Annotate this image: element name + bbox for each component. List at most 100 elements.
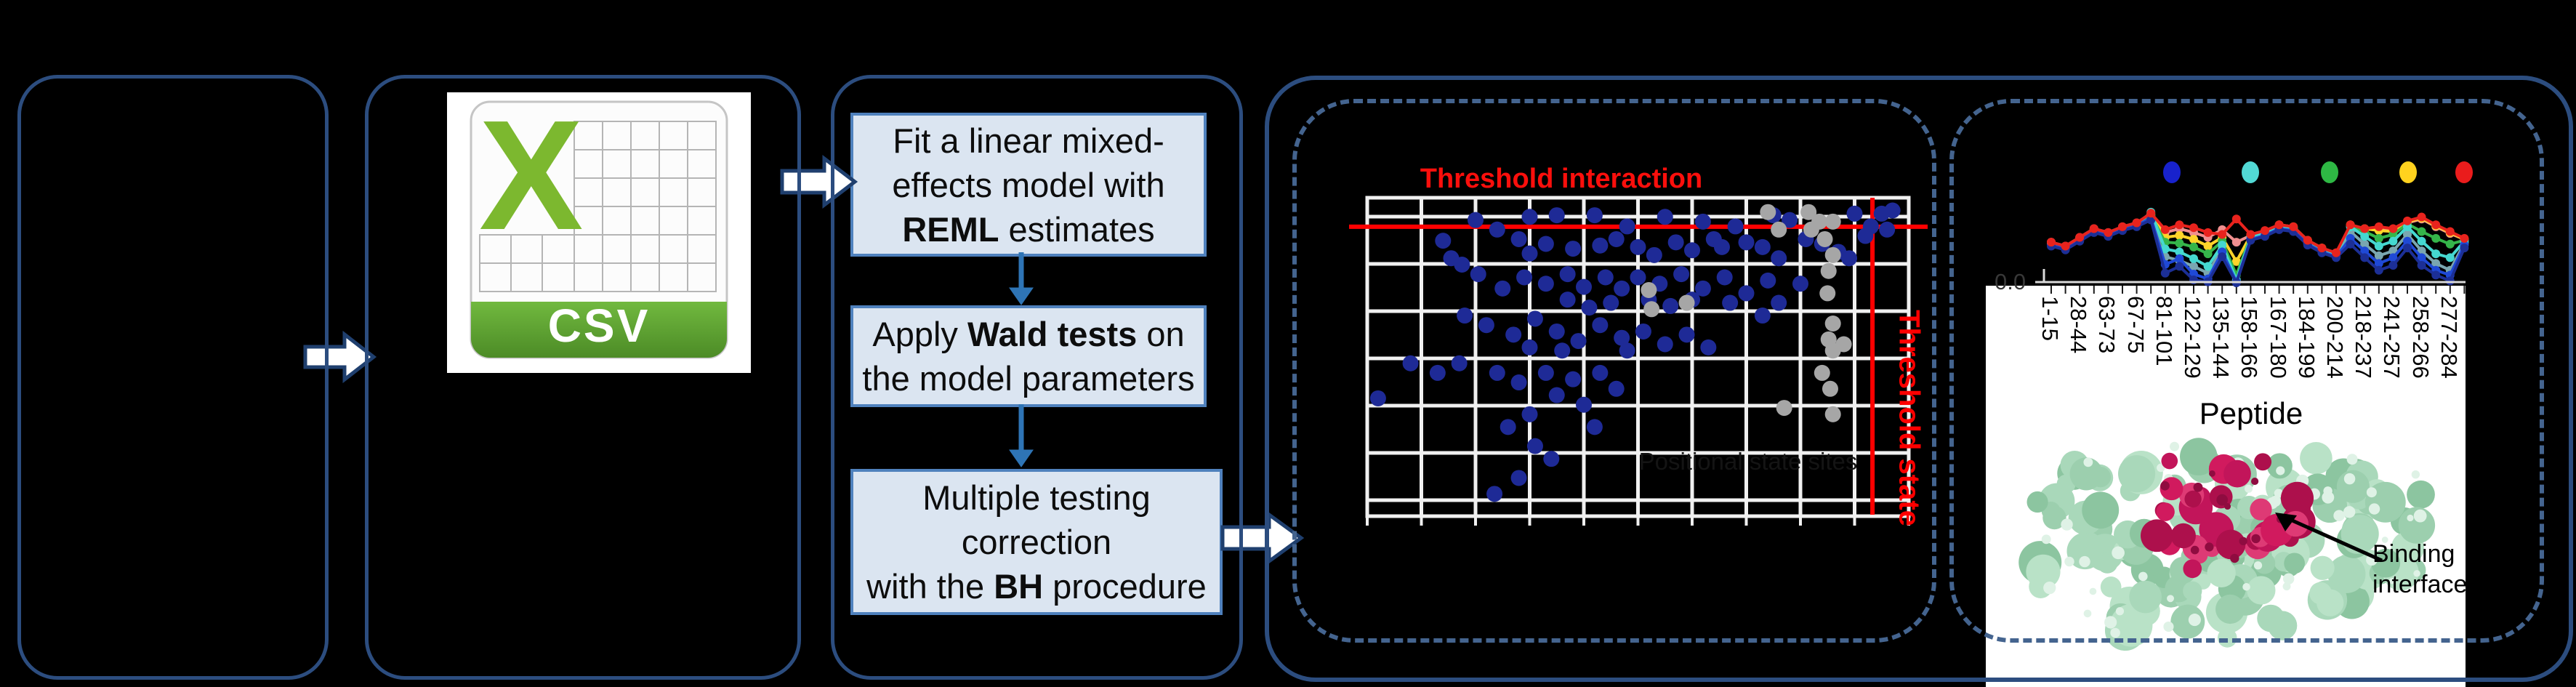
scatter-point (1548, 207, 1565, 224)
uptake-point (2417, 253, 2426, 262)
scatter-point (1576, 396, 1592, 413)
uptake-point (2203, 241, 2213, 251)
spreadsheet-grid (479, 121, 717, 292)
blue-arrowhead-step1-step2 (1009, 287, 1034, 305)
scatter-point (1521, 339, 1538, 355)
uptake-point (2388, 253, 2398, 262)
scatter-point (1454, 256, 1470, 273)
uptake-point (2374, 251, 2383, 260)
scatter-point (1824, 316, 1841, 332)
uptake-point (2374, 259, 2383, 268)
scatter-point (1592, 317, 1609, 334)
step-text-line: Apply Wald tests on (872, 315, 1185, 353)
y-zero-label: 0.0 (1995, 269, 2026, 294)
surface-blob (2368, 503, 2380, 515)
surface-blob (2413, 509, 2427, 523)
uptake-point (2431, 270, 2441, 280)
panel-csv-box (365, 75, 801, 680)
scatter-point (1716, 269, 1733, 286)
scatter-point (1510, 374, 1527, 391)
surface-blob (2161, 452, 2178, 470)
scatter-point (1576, 278, 1592, 295)
uptake-point (2403, 244, 2412, 253)
uptake-point (2061, 241, 2070, 251)
scatter-point (1559, 266, 1576, 283)
uptake-markers (2047, 209, 2469, 257)
legend-dot (2455, 161, 2473, 183)
uptake-point (2417, 236, 2426, 246)
uptake-point (2445, 239, 2455, 249)
surface-blob (2251, 477, 2259, 486)
surface-blob (2110, 627, 2120, 638)
uptake-point (2360, 232, 2370, 241)
scatter-point (1713, 238, 1730, 255)
uptake-point (2189, 262, 2198, 271)
uptake-point (2104, 228, 2113, 237)
workflow-step-2: Apply Wald tests on the model parameters (850, 305, 1207, 407)
surface-blob (2215, 529, 2246, 560)
scatter-point (1771, 250, 1787, 267)
uptake-point (2203, 249, 2213, 259)
scatter-point (1429, 364, 1446, 381)
surface-blob (2217, 628, 2237, 648)
scatter-point (1694, 213, 1711, 230)
scatter-point (1470, 266, 1486, 283)
uptake-point (2417, 227, 2426, 236)
uptake-point (2417, 212, 2426, 222)
scatter-point (1754, 238, 1771, 255)
surface-blob (2209, 470, 2215, 477)
uptake-point (2218, 252, 2227, 262)
scatter-point (1630, 238, 1646, 255)
surface-blob (2043, 581, 2056, 595)
surface-blob (2090, 467, 2112, 488)
binding-interface-line1: Binding (2372, 540, 2455, 568)
uptake-point (2403, 230, 2412, 239)
scatter-point (1494, 280, 1511, 297)
uptake-point (2417, 261, 2426, 270)
scatter-point (1603, 294, 1619, 311)
scatter-point (1657, 336, 1673, 353)
scatter-axis-ticks (1366, 516, 1910, 526)
surface-blob (2250, 498, 2272, 521)
uptake-point (2445, 253, 2455, 262)
scatter-point (1597, 269, 1614, 286)
faint-axis-label: Positional state sites (1639, 448, 1858, 475)
scatter-point (1657, 209, 1673, 225)
uptake-point (2360, 239, 2370, 249)
white-arrow-workflow-to-results (1220, 511, 1305, 565)
uptake-point (2332, 248, 2340, 257)
scatter-point (1608, 230, 1625, 247)
scatter-point (1619, 218, 1635, 235)
protein-highlights-right (2269, 454, 2427, 591)
surface-blob (2096, 553, 2118, 574)
surface-blob (2216, 494, 2229, 506)
uptake-point (2160, 268, 2170, 278)
uptake-point (2388, 261, 2398, 270)
surface-blob (2160, 481, 2170, 491)
scatter-point (1776, 400, 1792, 417)
binding-interface-label: Binding interface (2372, 539, 2466, 600)
surface-blob (2381, 537, 2388, 543)
uptake-point (2360, 246, 2370, 256)
scatter-point (1678, 326, 1695, 343)
surface-blob (2079, 555, 2090, 568)
surface-blob (2041, 534, 2051, 545)
scatter-point (1771, 221, 1787, 238)
uptake-point (2118, 222, 2127, 231)
uptake-point (2231, 257, 2241, 266)
surface-blob (2082, 491, 2120, 529)
scatter-point (1803, 221, 1819, 238)
uptake-point (2374, 222, 2383, 231)
surface-blob (2184, 490, 2202, 508)
peptide-axis-title: Peptide (2199, 396, 2303, 430)
step-text-line: Multiple testing (922, 478, 1151, 517)
surface-blob (2183, 581, 2202, 600)
uptake-point (2431, 259, 2441, 268)
scatter-point (1824, 213, 1841, 230)
surface-blob (2343, 473, 2356, 485)
surface-blob (2239, 537, 2247, 546)
surface-blob (2066, 533, 2104, 570)
uptake-point (2189, 254, 2198, 263)
peptide-axis-ticks (2050, 286, 2466, 294)
